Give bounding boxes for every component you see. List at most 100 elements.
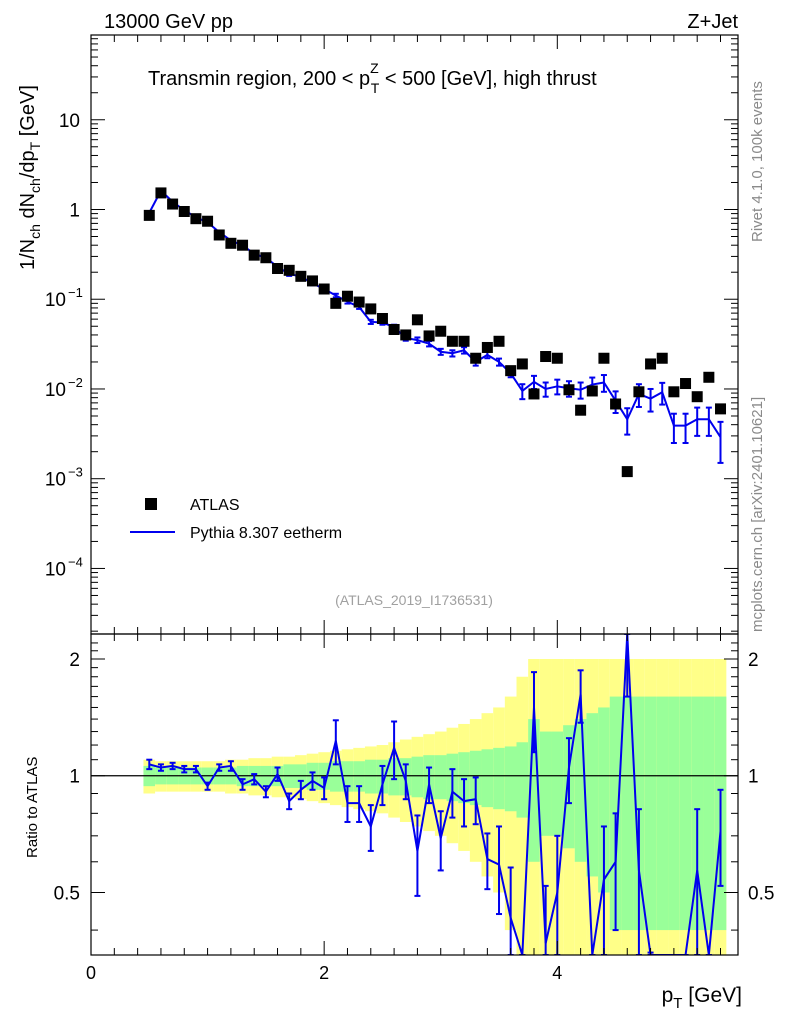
ylabel-part-3: ch [27,178,43,193]
x-tick-label-2: 4 [552,963,562,983]
data-point-44 [657,353,668,364]
band-inner-44 [656,697,668,931]
top-y-tick-exp-4: −3 [68,465,83,480]
band-inner-31 [505,746,517,811]
band-inner-35 [551,732,563,836]
band-inner-19 [365,760,377,794]
data-point-21 [389,324,400,335]
band-inner-48 [703,697,715,931]
data-point-14 [307,275,318,286]
data-point-37 [575,405,586,416]
x-tick-label-0: 0 [86,963,96,983]
data-point-29 [482,342,493,353]
ylabel-part-4: /dp [17,150,39,178]
band-inner-29 [482,749,494,807]
data-point-43 [645,358,656,369]
data-point-16 [330,298,341,309]
top-y-tick-label-4: 10 [45,470,66,491]
data-point-34 [540,351,551,362]
x-axis-label: pT [GeV] [662,984,742,1012]
top-y-tick-label-1: 1 [69,200,80,221]
data-point-24 [424,330,435,341]
top-y-tick-exp-5: −4 [68,554,83,569]
plot-title-post: < 500 [GeV], high thrust [379,68,597,90]
ylabel-part-2: dN [17,193,39,224]
mcplots-label: mcplots.cern.ch [arXiv:2401.10621] [749,397,766,632]
legend-atlas-marker [145,498,157,510]
data-point-26 [447,336,458,347]
ylabel-part-1: ch [27,224,43,239]
data-point-0 [144,210,155,221]
xlabel-sub: T [673,995,682,1012]
band-inner-43 [645,697,657,931]
data-point-1 [155,187,166,198]
data-point-33 [528,388,539,399]
band-inner-46 [680,697,692,931]
data-point-36 [563,384,574,395]
band-inner-25 [435,755,447,799]
data-point-11 [272,263,283,274]
data-point-35 [552,353,563,364]
data-point-47 [692,391,703,402]
top-y-tick-label-2: 10 [45,290,66,311]
x-tick-label-1: 2 [319,963,329,983]
data-point-48 [703,372,714,383]
y-axis-label-bottom: Ratio to ATLAS [24,757,41,858]
data-point-45 [668,386,679,397]
legend-pythia-label: Pythia 8.307 eetherm [190,525,342,542]
plot-title-sup: Z [370,60,379,76]
top-frame [91,35,738,634]
top-y-tick-label-3: 10 [45,380,66,401]
data-point-4 [190,213,201,224]
y-axis-label-top: 1/Nch dNch/dpT [GeV] [17,85,43,270]
band-inner-34 [540,732,552,836]
mc-line-top [149,191,720,438]
data-point-5 [202,216,213,227]
data-point-9 [249,250,260,261]
data-point-49 [715,403,726,414]
band-inner-23 [412,757,424,798]
data-point-25 [435,326,446,337]
bottom-y-tick-label-right-0: 2 [748,650,759,671]
data-point-13 [295,271,306,282]
bottom-y-tick-label-left-0: 2 [69,650,80,671]
data-point-8 [237,240,248,251]
top-y-tick-label-0: 10 [59,111,80,132]
legend-atlas-label: ATLAS [190,497,240,514]
header-process-label: Z+Jet [687,11,738,33]
plot-title: Transmin region, 200 < pZ T < 500 [GeV], … [148,60,597,96]
rivet-version-label: Rivet 4.1.0, 100k events [749,81,766,242]
data-point-15 [319,284,330,295]
data-point-46 [680,378,691,389]
analysis-id: (ATLAS_2019_I1736531) [335,592,493,608]
bottom-y-tick-label-right-2: 0.5 [748,883,774,904]
data-point-22 [400,329,411,340]
bottom-y-tick-label-left-2: 0.5 [54,883,80,904]
top-y-tick-label-5: 10 [45,559,66,580]
band-inner-32 [517,742,529,817]
top-y-tick-exp-2: −1 [68,285,83,300]
data-point-27 [459,336,470,347]
data-point-19 [365,303,376,314]
bottom-y-tick-label-left-1: 1 [69,767,80,788]
data-point-38 [587,385,598,396]
band-inner-45 [668,697,680,931]
data-point-6 [214,229,225,240]
data-point-17 [342,291,353,302]
xlabel-unit: [GeV] [682,984,742,1007]
data-point-18 [354,297,365,308]
data-point-7 [225,238,236,249]
ylabel-part-0: 1/N [17,239,39,270]
data-point-12 [284,265,295,276]
data-point-10 [260,252,271,263]
xlabel-main: p [662,984,674,1007]
ylabel-part-6: [GeV] [17,85,39,142]
data-point-41 [622,466,633,477]
data-point-20 [377,313,388,324]
header-energy-label: 13000 GeV pp [104,11,233,33]
data-point-39 [598,353,609,364]
data-point-3 [179,206,190,217]
band-inner-30 [493,748,505,809]
data-point-30 [494,336,505,347]
top-y-tick-exp-3: −2 [68,375,83,390]
